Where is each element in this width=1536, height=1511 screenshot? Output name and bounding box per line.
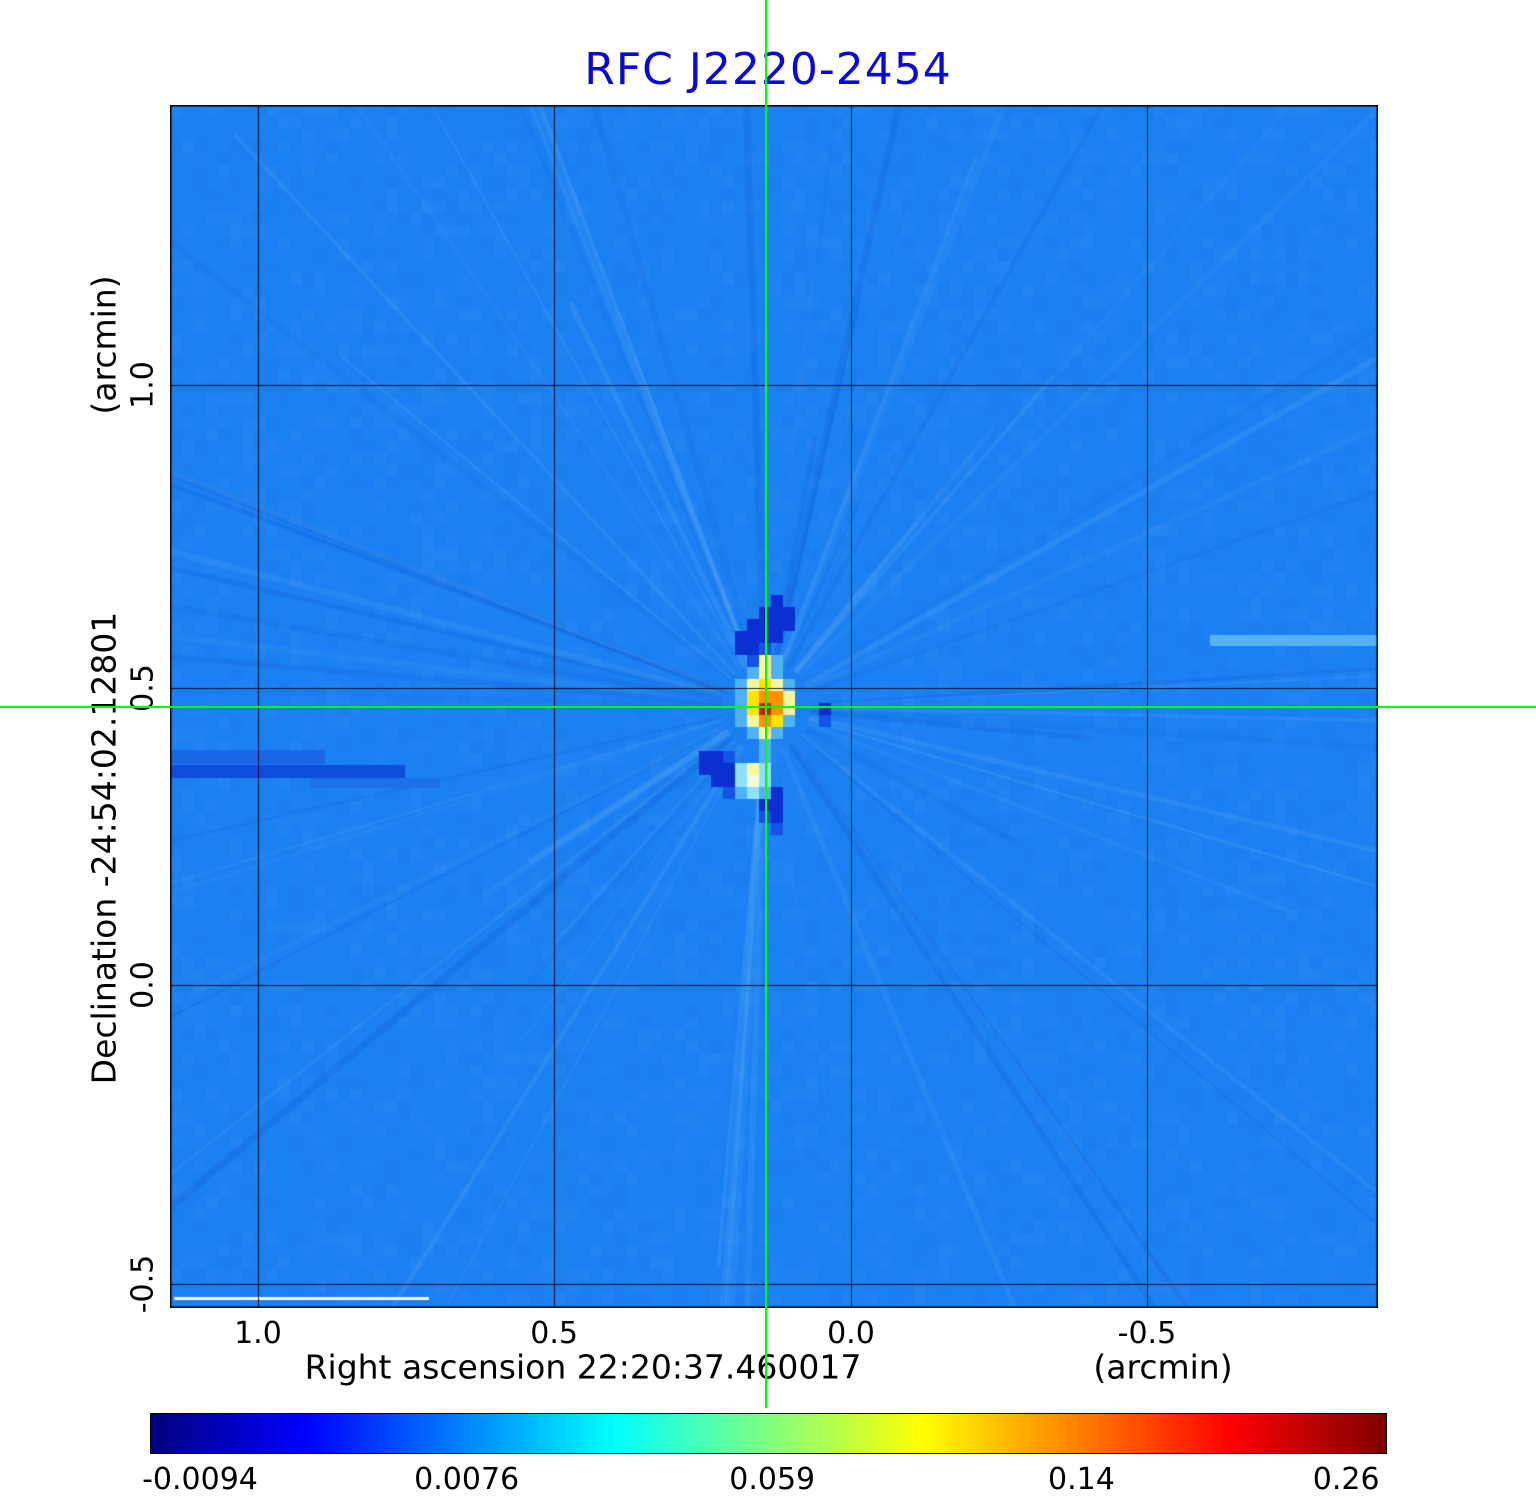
y-tick-label: 0.0 bbox=[125, 961, 161, 1009]
crosshair-horizontal-line bbox=[0, 705, 1536, 708]
x-tick-label: 0.5 bbox=[530, 1316, 578, 1351]
x-tick-label: 0.0 bbox=[827, 1316, 875, 1351]
y-tick-label: 1.0 bbox=[125, 361, 161, 409]
x-tick-label: 1.0 bbox=[234, 1316, 282, 1351]
colorbar-tick-label: 0.26 bbox=[1312, 1462, 1380, 1497]
colorbar-tick-label: -0.0094 bbox=[142, 1462, 258, 1497]
colorbar bbox=[150, 1413, 1387, 1454]
colorbar-tick-label: 0.059 bbox=[729, 1462, 816, 1497]
y-tick-label: 0.5 bbox=[125, 664, 161, 712]
y-tick-label: -0.5 bbox=[125, 1254, 161, 1314]
y-axis-unit-label: (arcmin) bbox=[84, 275, 124, 415]
x-axis-label: Right ascension 22:20:37.460017 bbox=[304, 1347, 862, 1387]
x-tick-label: -0.5 bbox=[1117, 1316, 1177, 1351]
y-axis-label: Declination -24:54:02.12801 bbox=[84, 611, 124, 1085]
colorbar-gradient bbox=[151, 1414, 1386, 1453]
x-axis-unit-label: (arcmin) bbox=[1093, 1347, 1233, 1387]
chart-title: RFC J2220-2454 bbox=[584, 44, 952, 95]
crosshair-vertical-line bbox=[765, 0, 768, 1408]
colorbar-tick-label: 0.0076 bbox=[414, 1462, 520, 1497]
colorbar-tick-label: 0.14 bbox=[1048, 1462, 1115, 1497]
